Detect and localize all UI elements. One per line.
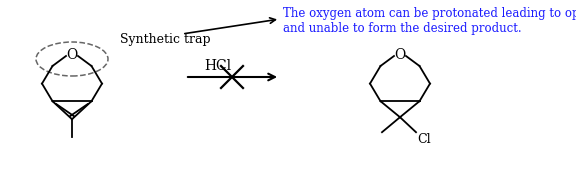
Text: O: O bbox=[395, 48, 406, 62]
Text: Cl: Cl bbox=[417, 133, 431, 146]
Text: O: O bbox=[66, 48, 78, 62]
Text: and unable to form the desired product.: and unable to form the desired product. bbox=[283, 22, 522, 35]
Text: HCl: HCl bbox=[204, 59, 232, 73]
Text: Synthetic trap: Synthetic trap bbox=[120, 33, 211, 45]
Text: The oxygen atom can be protonated leading to open the ring: The oxygen atom can be protonated leadin… bbox=[283, 7, 576, 20]
